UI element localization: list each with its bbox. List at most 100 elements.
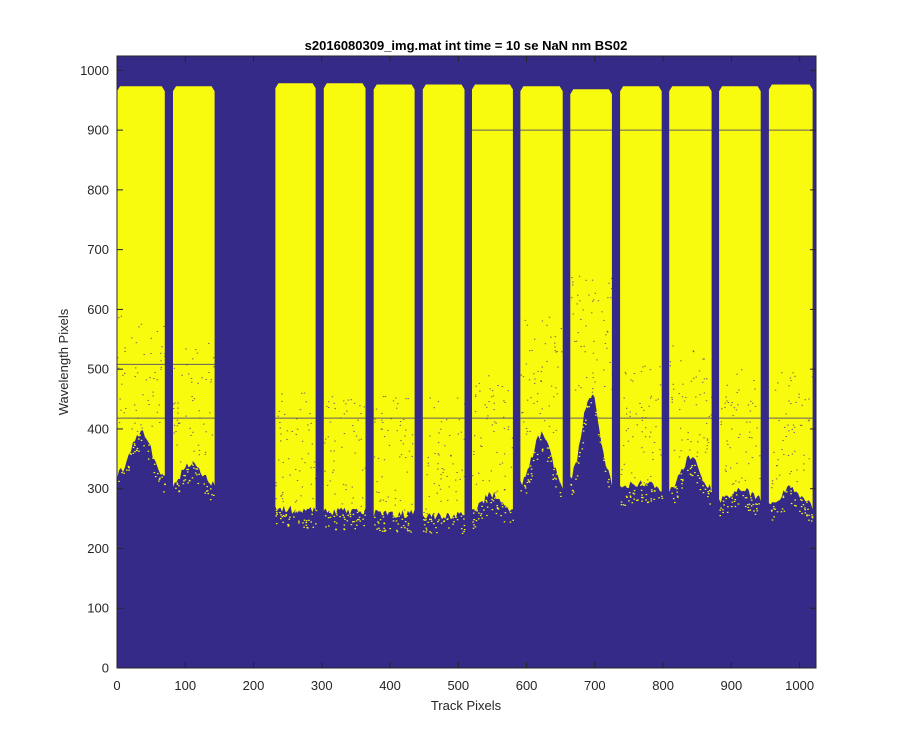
speckle <box>364 467 366 469</box>
speckle <box>578 385 580 387</box>
speckle <box>749 410 752 412</box>
speckle <box>440 428 442 430</box>
speckle <box>702 381 704 383</box>
speckle <box>607 331 609 333</box>
speckle <box>439 488 442 490</box>
speckle <box>529 350 531 352</box>
track-band <box>570 89 612 487</box>
y-tick-label: 600 <box>87 302 109 317</box>
speckle <box>774 508 777 510</box>
speckle <box>512 519 514 521</box>
speckle <box>807 508 809 510</box>
speckle <box>411 455 413 457</box>
speckle <box>299 470 301 472</box>
speckle <box>427 465 430 467</box>
speckle <box>191 477 194 479</box>
speckle <box>457 433 459 435</box>
speckle <box>803 463 805 465</box>
speckle <box>579 300 581 302</box>
speckle <box>118 317 120 319</box>
speckle <box>696 482 699 484</box>
speckle <box>315 509 318 512</box>
speckle <box>158 478 161 480</box>
speckle <box>335 512 338 514</box>
speckle <box>586 405 588 407</box>
speckle <box>429 397 431 399</box>
speckle <box>311 443 314 445</box>
speckle <box>336 514 338 516</box>
speckle <box>594 381 596 383</box>
speckle <box>139 434 141 436</box>
speckle <box>473 512 475 514</box>
speckle <box>387 430 389 431</box>
speckle <box>307 453 310 455</box>
track-band <box>472 84 513 512</box>
speckle <box>210 379 213 381</box>
speckle <box>359 520 362 522</box>
speckle <box>672 345 674 347</box>
speckle <box>533 451 536 454</box>
speckle <box>648 405 650 407</box>
speckle <box>791 453 794 455</box>
speckle <box>751 457 754 459</box>
speckle <box>452 523 454 525</box>
speckle <box>452 517 455 519</box>
speckle <box>208 372 210 373</box>
speckle <box>680 478 683 481</box>
speckle <box>536 453 539 456</box>
speckle <box>399 456 401 458</box>
speckle <box>790 490 792 492</box>
speckle <box>511 437 514 439</box>
speckle <box>685 396 687 398</box>
speckle <box>394 489 397 491</box>
speckle <box>709 503 711 505</box>
speckle <box>810 520 813 522</box>
speckle <box>671 397 673 398</box>
speckle <box>710 414 712 416</box>
speckle <box>399 500 402 502</box>
speckle <box>287 458 290 460</box>
speckle <box>463 438 465 440</box>
speckle <box>804 399 806 401</box>
speckle <box>653 490 656 492</box>
speckle <box>173 424 176 426</box>
speckle <box>156 379 158 381</box>
speckle <box>486 418 488 420</box>
speckle <box>574 389 577 391</box>
x-tick-label: 600 <box>516 678 538 693</box>
speckle <box>298 520 300 522</box>
speckle <box>621 469 623 471</box>
speckle <box>450 455 452 457</box>
speckle <box>628 492 631 494</box>
speckle <box>285 515 287 517</box>
speckle <box>401 518 404 520</box>
speckle <box>437 442 440 444</box>
speckle <box>499 463 501 465</box>
speckle <box>160 366 163 368</box>
speckle <box>461 469 463 471</box>
speckle <box>674 501 676 504</box>
speckle <box>191 381 193 383</box>
speckle <box>527 473 529 475</box>
speckle <box>175 487 177 489</box>
speckle <box>354 528 356 530</box>
speckle <box>555 473 558 475</box>
speckle <box>194 472 197 474</box>
speckle <box>324 515 327 517</box>
speckle <box>536 458 539 460</box>
speckle <box>352 508 355 510</box>
x-tick-label: 800 <box>652 678 674 693</box>
speckle <box>790 471 792 472</box>
speckle <box>461 515 464 517</box>
axes: 0 100 200 300 400 500 600 700 800 900 1000 0 100 200 3… <box>80 55 817 693</box>
track-band <box>520 86 563 489</box>
x-tick-label: 100 <box>174 678 196 693</box>
track-band <box>669 86 712 493</box>
speckle <box>210 488 212 490</box>
speckle <box>691 465 693 467</box>
speckle <box>737 503 740 505</box>
speckle <box>649 436 651 438</box>
speckle <box>679 427 682 429</box>
speckle <box>463 475 466 477</box>
